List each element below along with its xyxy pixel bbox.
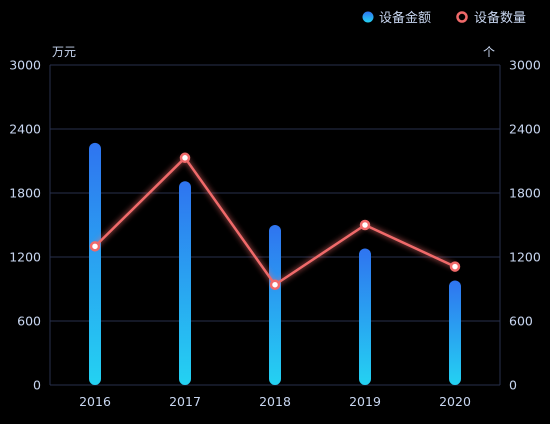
y-right-tick-label: 2400 xyxy=(509,122,541,137)
y-right-tick-label: 3000 xyxy=(509,58,541,73)
y-left-tick-labels: 0 600 1200 1800 2400 3000 xyxy=(9,58,41,393)
x-tick-label: 2018 xyxy=(259,394,291,409)
bar[interactable] xyxy=(179,181,191,385)
legend-label-amount: 设备金额 xyxy=(379,10,431,26)
legend-label-count: 设备数量 xyxy=(474,10,526,26)
x-tick-labels: 2016 2017 2018 2019 2020 xyxy=(79,394,471,409)
legend-swatch-amount xyxy=(362,11,374,23)
bar-series-amount xyxy=(89,142,461,385)
y-left-tick-label: 2400 xyxy=(9,122,41,137)
y-left-tick-label: 3000 xyxy=(9,58,41,73)
line-point[interactable] xyxy=(269,279,281,290)
y-right-tick-label: 600 xyxy=(509,314,533,329)
y-right-tick-labels: 0 600 1200 1800 2400 3000 xyxy=(509,58,541,393)
x-tick-label: 2017 xyxy=(169,394,201,409)
legend-swatch-count xyxy=(456,11,468,23)
bar[interactable] xyxy=(269,225,281,385)
legend-item-amount[interactable]: 设备金额 xyxy=(362,10,432,26)
y-right-tick-label: 1200 xyxy=(509,250,541,265)
y-left-tick-label: 0 xyxy=(33,378,41,393)
y-right-tick-label: 0 xyxy=(509,378,517,393)
line-series-count xyxy=(89,152,461,290)
y-right-tick-label: 1800 xyxy=(509,186,541,201)
y-left-tick-label: 1800 xyxy=(9,186,41,201)
legend-item-count[interactable]: 设备数量 xyxy=(456,10,527,26)
bar[interactable] xyxy=(359,248,371,385)
line-point[interactable] xyxy=(359,219,371,231)
line-point[interactable] xyxy=(89,241,101,252)
line-point[interactable] xyxy=(449,261,461,272)
y-right-unit-label: 个 xyxy=(483,45,495,59)
y-left-tick-label: 600 xyxy=(17,314,41,329)
y-left-unit-label: 万元 xyxy=(52,45,76,59)
bar[interactable] xyxy=(449,280,461,385)
y-left-tick-label: 1200 xyxy=(9,250,41,265)
x-tick-label: 2019 xyxy=(349,394,381,409)
x-tick-label: 2016 xyxy=(79,394,111,409)
bar[interactable] xyxy=(89,142,101,385)
x-tick-label: 2020 xyxy=(439,394,471,409)
chart-legend[interactable]: 设备金额 设备数量 xyxy=(362,10,527,26)
line-point[interactable] xyxy=(179,152,191,164)
